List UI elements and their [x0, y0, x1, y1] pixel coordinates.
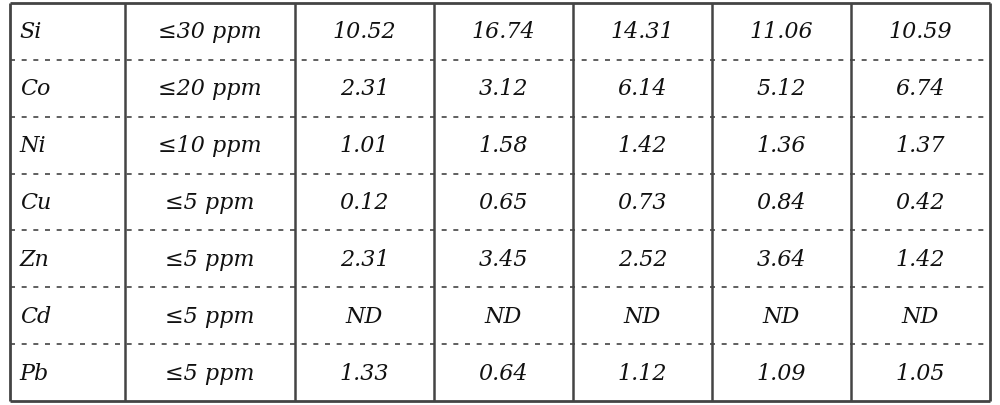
Text: 1.42: 1.42 [896, 248, 945, 270]
Text: 1.36: 1.36 [757, 135, 806, 157]
Bar [573, 344, 712, 401]
Text: ≤5 ppm: ≤5 ppm [165, 192, 255, 213]
Text: Cu: Cu [20, 192, 51, 213]
Text: ≤30 ppm: ≤30 ppm [158, 21, 262, 43]
Bar [10, 61, 125, 117]
Text: 2.52: 2.52 [618, 248, 667, 270]
Bar [125, 344, 295, 401]
Bar [125, 288, 295, 344]
Bar [573, 174, 712, 231]
Text: 3.45: 3.45 [479, 248, 528, 270]
Text: 10.52: 10.52 [333, 21, 396, 43]
Bar [434, 344, 573, 401]
Text: 14.31: 14.31 [611, 21, 674, 43]
Text: 1.58: 1.58 [479, 135, 528, 157]
Bar [712, 231, 851, 288]
Text: 1.01: 1.01 [340, 135, 389, 157]
Bar [851, 174, 990, 231]
Text: ND: ND [346, 305, 383, 327]
Text: 10.59: 10.59 [889, 21, 952, 43]
Bar [434, 61, 573, 117]
Bar [434, 4, 573, 61]
Text: ND: ND [902, 305, 939, 327]
Text: 1.05: 1.05 [896, 362, 945, 384]
Text: Zn: Zn [20, 248, 50, 270]
Bar [295, 174, 434, 231]
Bar [295, 344, 434, 401]
Bar [295, 288, 434, 344]
Bar [10, 231, 125, 288]
Text: 0.12: 0.12 [340, 192, 389, 213]
Bar [573, 231, 712, 288]
Text: 0.73: 0.73 [618, 192, 667, 213]
Bar [851, 288, 990, 344]
Text: 16.74: 16.74 [472, 21, 535, 43]
Bar [851, 344, 990, 401]
Text: Pb: Pb [20, 362, 49, 384]
Bar [573, 61, 712, 117]
Text: ≤5 ppm: ≤5 ppm [165, 362, 255, 384]
Text: 1.33: 1.33 [340, 362, 389, 384]
Text: ND: ND [763, 305, 800, 327]
Bar [712, 4, 851, 61]
Text: 1.42: 1.42 [618, 135, 667, 157]
Bar [573, 288, 712, 344]
Text: 3.64: 3.64 [757, 248, 806, 270]
Text: 0.84: 0.84 [757, 192, 806, 213]
Text: 0.42: 0.42 [896, 192, 945, 213]
Bar [851, 231, 990, 288]
Bar [851, 4, 990, 61]
Bar [434, 117, 573, 174]
Bar [434, 174, 573, 231]
Bar [712, 288, 851, 344]
Bar [10, 174, 125, 231]
Bar [712, 61, 851, 117]
Text: 1.12: 1.12 [618, 362, 667, 384]
Bar [295, 4, 434, 61]
Text: 0.64: 0.64 [479, 362, 528, 384]
Text: Ni: Ni [20, 135, 46, 157]
Bar [851, 61, 990, 117]
Text: Cd: Cd [20, 305, 51, 327]
Text: 1.09: 1.09 [757, 362, 806, 384]
Bar [851, 117, 990, 174]
Text: ND: ND [624, 305, 661, 327]
Text: ND: ND [485, 305, 522, 327]
Text: Co: Co [20, 78, 50, 100]
Bar [434, 231, 573, 288]
Bar [125, 61, 295, 117]
Bar [573, 117, 712, 174]
Text: 1.37: 1.37 [896, 135, 945, 157]
Bar [10, 344, 125, 401]
Text: 3.12: 3.12 [479, 78, 528, 100]
Bar [125, 117, 295, 174]
Text: 6.14: 6.14 [618, 78, 667, 100]
Text: ≤10 ppm: ≤10 ppm [158, 135, 262, 157]
Bar [573, 4, 712, 61]
Bar [125, 231, 295, 288]
Bar [712, 344, 851, 401]
Text: ≤5 ppm: ≤5 ppm [165, 305, 255, 327]
Bar [10, 4, 125, 61]
Text: 11.06: 11.06 [750, 21, 813, 43]
Text: 6.74: 6.74 [896, 78, 945, 100]
Text: ≤5 ppm: ≤5 ppm [165, 248, 255, 270]
Text: Si: Si [20, 21, 42, 43]
Bar [295, 61, 434, 117]
Bar [295, 117, 434, 174]
Bar [10, 288, 125, 344]
Bar [125, 4, 295, 61]
Bar [125, 174, 295, 231]
Bar [295, 231, 434, 288]
Text: 0.65: 0.65 [479, 192, 528, 213]
Text: 5.12: 5.12 [757, 78, 806, 100]
Text: 2.31: 2.31 [340, 78, 389, 100]
Bar [712, 174, 851, 231]
Bar [712, 117, 851, 174]
Text: 2.31: 2.31 [340, 248, 389, 270]
Bar [434, 288, 573, 344]
Bar [10, 117, 125, 174]
Text: ≤20 ppm: ≤20 ppm [158, 78, 262, 100]
